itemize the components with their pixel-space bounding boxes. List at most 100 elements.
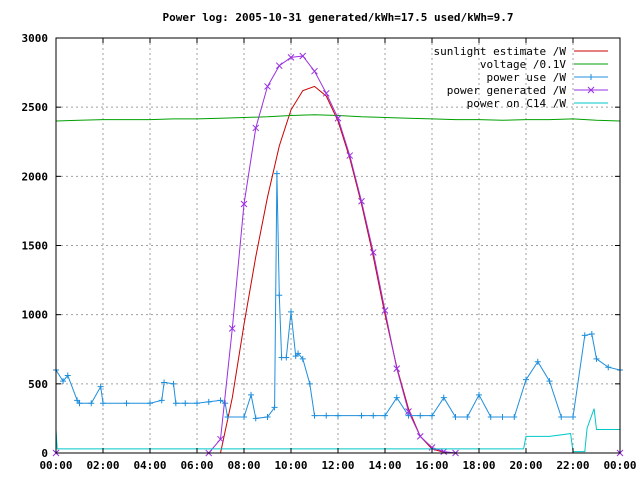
data-point <box>275 62 283 70</box>
data-point <box>97 383 104 390</box>
data-point <box>546 378 553 385</box>
data-point <box>205 398 212 405</box>
data-point <box>288 308 294 315</box>
data-point <box>335 412 341 419</box>
data-point <box>370 412 377 419</box>
data-point <box>346 152 354 159</box>
data-point <box>217 397 224 404</box>
data-point <box>440 448 448 455</box>
data-point <box>172 400 179 407</box>
data-point <box>60 378 67 385</box>
data-point <box>283 354 290 361</box>
data-point <box>276 292 283 299</box>
legend-marker <box>587 86 595 94</box>
data-point <box>161 379 168 386</box>
data-point <box>252 124 260 132</box>
data-point <box>311 412 318 419</box>
data-point <box>487 414 494 421</box>
y-tick-label: 3000 <box>22 32 49 45</box>
legend-label: power use /W <box>487 71 567 84</box>
data-point <box>593 355 600 362</box>
data-point <box>369 249 377 256</box>
data-point <box>240 200 248 208</box>
x-tick-label: 16:00 <box>415 459 448 472</box>
data-point <box>558 414 565 421</box>
x-tick-label: 18:00 <box>462 459 495 472</box>
data-point <box>264 83 271 90</box>
data-point <box>393 394 400 401</box>
grid-lines <box>56 38 620 453</box>
data-point <box>570 414 576 421</box>
data-point <box>295 350 302 357</box>
x-tick-label: 06:00 <box>180 459 213 472</box>
data-point <box>417 412 424 419</box>
y-tick-label: 500 <box>28 378 48 391</box>
data-point <box>123 400 130 407</box>
data-point <box>248 391 255 398</box>
data-point <box>170 380 177 387</box>
data-point <box>429 412 435 419</box>
data-point <box>382 412 388 419</box>
data-point <box>264 414 271 421</box>
legend-label: power generated /W <box>447 84 567 97</box>
data-point <box>88 400 95 407</box>
data-point <box>100 400 106 407</box>
data-point <box>523 376 529 383</box>
data-point <box>499 414 506 421</box>
legend-label: voltage /0.1V <box>480 58 566 71</box>
y-tick-label: 1500 <box>22 240 49 253</box>
data-point <box>476 391 482 398</box>
axes: 00:00 02:00 04:00 06:00 08:00 10:00 12:00 14:00… <box>22 32 637 472</box>
data-point <box>416 433 424 440</box>
data-point <box>194 400 200 407</box>
series-4 <box>55 408 620 453</box>
data-point <box>534 358 541 365</box>
data-point <box>252 415 259 422</box>
data-point <box>287 54 295 61</box>
data-point <box>64 372 71 379</box>
data-point <box>299 52 307 60</box>
x-tick-label: 22:00 <box>556 459 589 472</box>
data-point <box>182 400 189 407</box>
data-point <box>464 414 471 421</box>
data-point <box>224 414 231 421</box>
data-point <box>588 331 595 338</box>
data-point <box>581 332 588 339</box>
y-tick-label: 0 <box>41 447 48 460</box>
y-tick-label: 2500 <box>22 101 49 114</box>
x-tick-label: 20:00 <box>509 459 542 472</box>
data-point <box>452 414 459 421</box>
x-tick-label: 02:00 <box>86 459 119 472</box>
chart-title: Power log: 2005-10-31 generated/kWh=17.5… <box>163 11 514 24</box>
data-point <box>228 325 236 332</box>
legend-label: power on C14 /W <box>467 97 567 110</box>
data-point <box>440 394 447 401</box>
data-point <box>358 197 365 205</box>
data-point <box>241 414 247 421</box>
data-point <box>334 114 342 122</box>
data-point <box>323 412 330 419</box>
data-point <box>273 170 280 177</box>
x-tick-label: 08:00 <box>227 459 260 472</box>
series-line <box>55 114 621 122</box>
data-point <box>217 435 224 443</box>
data-point <box>222 400 229 407</box>
legend-label: sunlight estimate /W <box>434 45 567 58</box>
data-point <box>306 380 313 387</box>
x-tick-label: 04:00 <box>133 459 166 472</box>
data-point <box>147 400 153 407</box>
y-tick-label: 2000 <box>22 170 49 183</box>
x-tick-label: 00:00 <box>603 459 636 472</box>
data-point <box>358 412 365 419</box>
data-point <box>158 397 165 404</box>
data-point <box>405 408 412 415</box>
data-point <box>511 414 518 421</box>
x-tick-label: 10:00 <box>274 459 307 472</box>
y-tick-label: 1000 <box>22 309 49 322</box>
data-point <box>393 365 401 372</box>
series-line <box>55 408 620 453</box>
x-tick-label: 00:00 <box>39 459 72 472</box>
